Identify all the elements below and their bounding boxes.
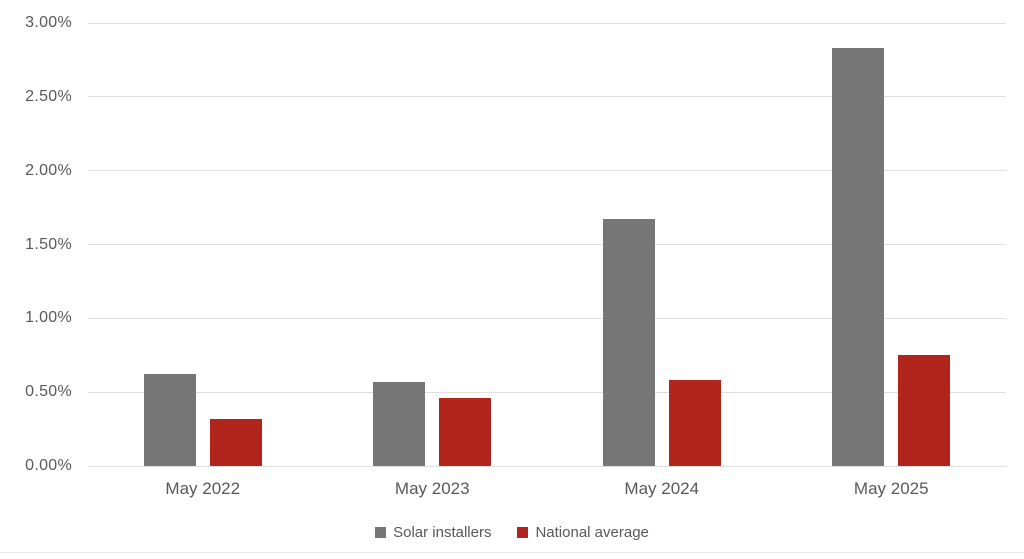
legend: Solar installers National average	[0, 524, 1024, 541]
bar-solar-installers-may-2025	[832, 48, 885, 466]
y-tick-label-0.50%: 0.50%	[25, 383, 72, 401]
y-tick-label-1.00%: 1.00%	[25, 309, 72, 327]
y-tick-label-0.00%: 0.00%	[25, 457, 72, 474]
bar-national-average-may-2022	[209, 418, 262, 466]
gridline-0.00%	[88, 465, 1006, 467]
gridline-3.00%	[88, 22, 1006, 24]
gridline-2.00%	[88, 170, 1006, 172]
legend-item-national-average: National average	[517, 524, 649, 541]
legend-label-national-average: National average	[535, 524, 649, 541]
x-tick-label-may-2024: May 2024	[624, 479, 700, 498]
bar-national-average-may-2023	[439, 398, 492, 466]
x-tick-label-may-2022: May 2022	[165, 479, 241, 498]
legend-label-solar-installers: Solar installers	[393, 524, 492, 541]
x-tick-label-may-2025: May 2025	[853, 479, 929, 498]
bar-solar-installers-may-2023	[373, 381, 426, 466]
gridline-2.50%	[88, 96, 1006, 98]
y-tick-label-1.50%: 1.50%	[25, 235, 72, 253]
x-tick-label-may-2023: May 2023	[394, 479, 470, 498]
y-tick-label-2.00%: 2.00%	[25, 161, 72, 179]
gridline-1.00%	[88, 317, 1006, 319]
bar-national-average-may-2025	[898, 355, 951, 466]
legend-swatch-national-average-icon	[517, 527, 529, 538]
bar-solar-installers-may-2022	[143, 374, 196, 466]
y-tick-label-3.00%: 3.00%	[25, 14, 72, 31]
legend-swatch-solar-installers-icon	[375, 527, 387, 538]
plot-area	[88, 22, 1006, 467]
gridline-0.50%	[88, 391, 1006, 393]
gridline-1.50%	[88, 244, 1006, 245]
bar-national-average-may-2024	[668, 380, 721, 466]
bar-solar-installers-may-2024	[602, 219, 655, 466]
bottom-divider	[0, 552, 1024, 553]
y-tick-label-2.50%: 2.50%	[25, 87, 72, 105]
legend-item-solar-installers: Solar installers	[375, 524, 491, 541]
